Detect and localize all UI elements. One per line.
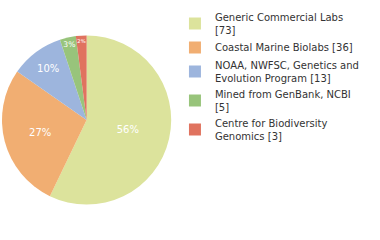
svg-text:NOAA, NWFSC, Genetics andEvolu: NOAA, NWFSC, Genetics andEvolution Progr… (215, 60, 359, 84)
svg-text:Generic Commercial Labs[73]: Generic Commercial Labs[73] (215, 12, 343, 36)
svg-text:Centre for BiodiversityGenomic: Centre for BiodiversityGenomics [3] (215, 118, 328, 142)
svg-text:10%: 10% (37, 63, 59, 74)
svg-text:27%: 27% (29, 127, 51, 138)
svg-text:56%: 56% (117, 124, 139, 135)
svg-text:3%: 3% (63, 40, 75, 49)
svg-text:2%: 2% (77, 38, 85, 44)
svg-text:Coastal Marine Biolabs [36]: Coastal Marine Biolabs [36] (215, 42, 353, 53)
svg-text:Mined from GenBank, NCBI[5]: Mined from GenBank, NCBI[5] (215, 89, 351, 113)
